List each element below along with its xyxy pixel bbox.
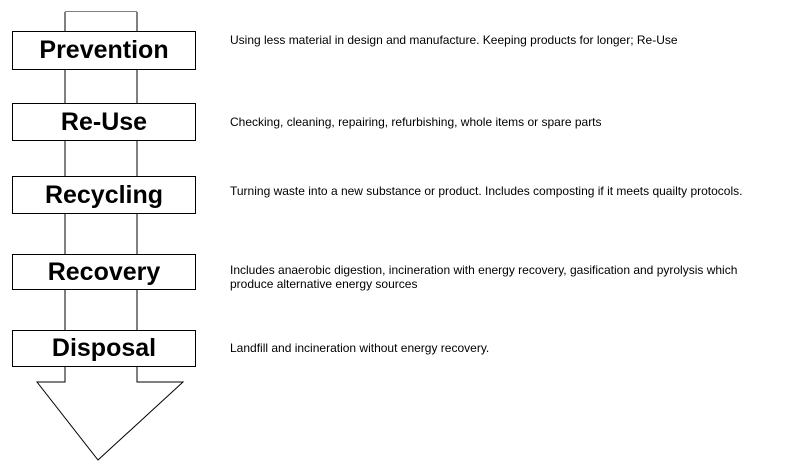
stage-description: Checking, cleaning, repairing, refurbish… (230, 115, 602, 129)
stage-description: Turning waste into a new substance or pr… (230, 184, 743, 198)
stage-label: Recovery (12, 254, 196, 290)
stage-label: Recycling (12, 176, 196, 214)
stage-label: Re-Use (12, 103, 196, 141)
stage-description: Landfill and incineration without energy… (230, 341, 490, 355)
stage-description: Includes anaerobic digestion, incinerati… (230, 263, 738, 291)
shaft-and-head (35, 12, 185, 461)
stage-label: Disposal (12, 330, 196, 367)
stage-description: Using less material in design and manufa… (230, 33, 678, 47)
stage-label: Prevention (12, 31, 196, 70)
